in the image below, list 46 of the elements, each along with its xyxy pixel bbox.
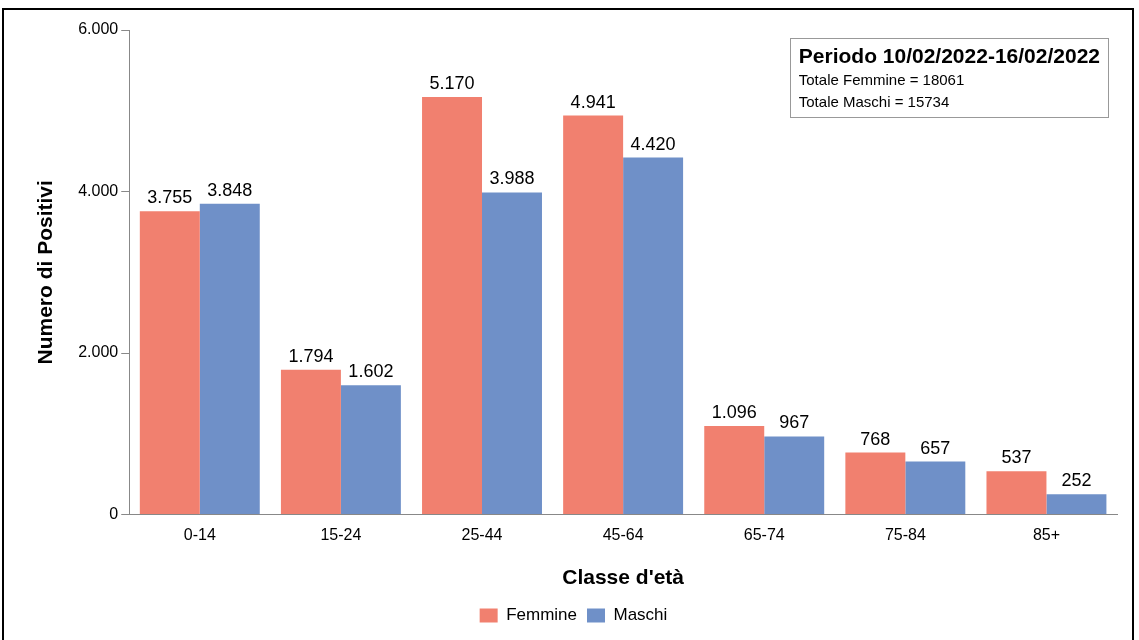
x-tick-label: 45-64: [602, 525, 644, 543]
bar: [139, 211, 200, 515]
bar: [199, 203, 260, 515]
data-label: 967: [779, 412, 810, 433]
bar: [845, 452, 906, 515]
y-tick-label: 6.000: [78, 20, 119, 38]
x-axis-title: Classe d'età: [562, 565, 685, 589]
annotation: Totale Femmine = 18061: [798, 70, 966, 90]
y-tick-label: 2.000: [78, 343, 119, 361]
data-label: 657: [920, 437, 951, 458]
data-label: 5.170: [429, 73, 475, 94]
y-tick-label: 4.000: [78, 181, 119, 199]
data-label: 3.988: [489, 168, 535, 189]
bar: [764, 436, 825, 515]
bar: [1046, 494, 1107, 515]
data-label: 1.602: [348, 361, 394, 382]
bar: [905, 461, 966, 515]
data-label: 3.755: [147, 187, 193, 208]
annotation: Totale Maschi = 15734: [798, 92, 951, 112]
x-tick-label: 85+: [1032, 525, 1061, 543]
data-label: 3.848: [207, 179, 253, 200]
data-label: 252: [1061, 470, 1092, 491]
legend-label: Maschi: [613, 605, 668, 625]
y-tick-label: 0: [109, 505, 119, 523]
bar: [280, 369, 341, 515]
bar: [340, 385, 401, 515]
bar: [623, 157, 684, 515]
data-label: 4.420: [630, 133, 676, 154]
legend-label: Femmine: [506, 605, 578, 625]
data-label: 768: [860, 428, 891, 449]
x-tick-label: 75-84: [884, 525, 926, 543]
data-label: 1.096: [711, 402, 757, 423]
x-tick-label: 0-14: [183, 525, 216, 543]
bar: [422, 97, 483, 515]
bar: [986, 471, 1047, 515]
y-axis-title: Numero di Positivi: [33, 180, 57, 365]
data-label: 4.941: [570, 91, 616, 112]
bar: [563, 115, 624, 515]
bar: [482, 192, 542, 515]
annotation: Periodo 10/02/2022-16/02/2022: [798, 43, 1100, 69]
data-label: 537: [1001, 447, 1032, 468]
x-tick-label: 15-24: [320, 525, 362, 543]
data-label: 1.794: [288, 345, 334, 366]
x-tick-label: 65-74: [743, 525, 785, 543]
bar: [704, 426, 765, 515]
x-tick-label: 25-44: [461, 525, 503, 543]
